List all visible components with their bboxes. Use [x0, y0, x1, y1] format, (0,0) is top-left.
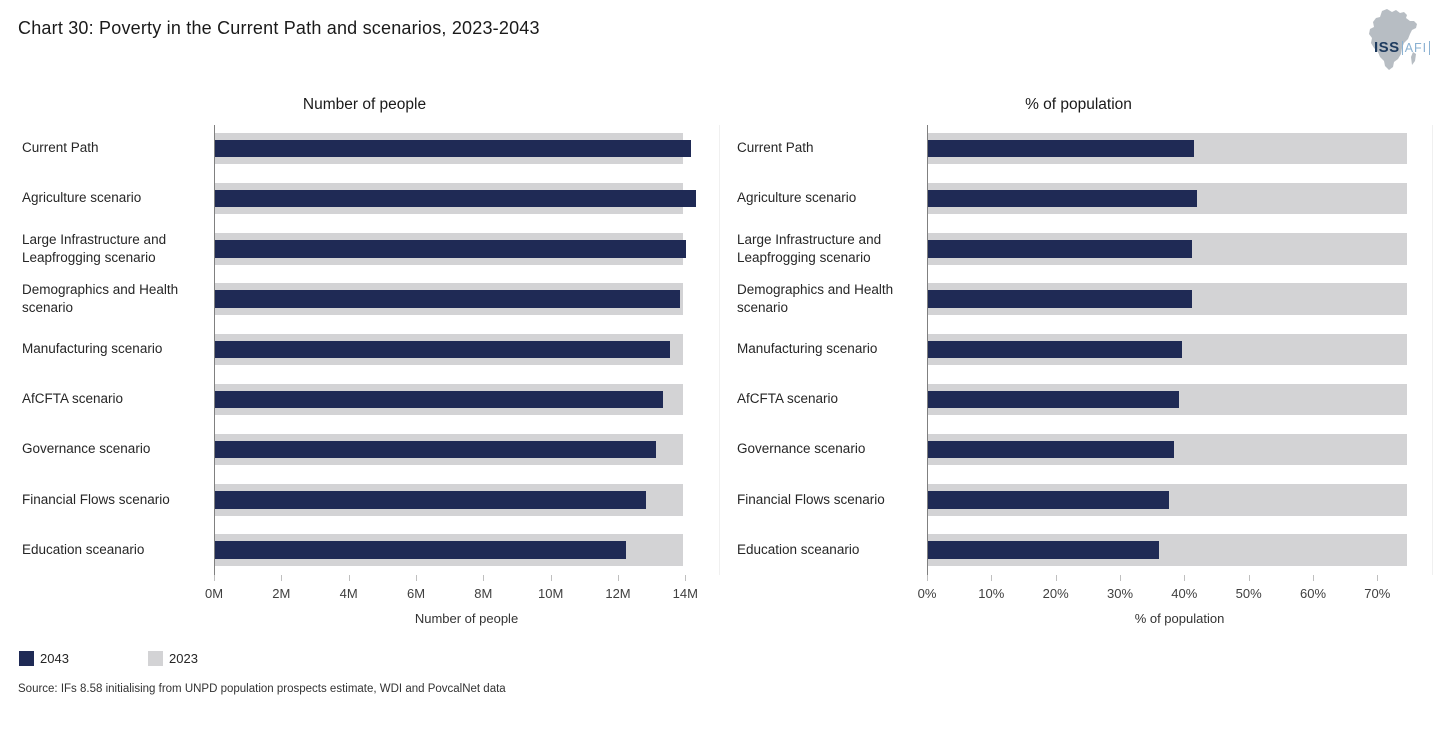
category-label: Demographics and Health scenario	[22, 281, 179, 315]
legend-item-2043: 2043	[19, 651, 69, 666]
tick-label: 0M	[204, 586, 224, 601]
left-axis-title: Number of people	[414, 611, 519, 626]
bar-2043	[928, 440, 1174, 459]
legend-label-2043: 2043	[40, 651, 69, 666]
bar-2043	[215, 390, 663, 409]
tick-label: 12M	[605, 586, 631, 601]
plot-right-border	[1432, 125, 1433, 575]
category-label: Large Infrastructure and Leapfrogging sc…	[737, 231, 882, 265]
tick-label: 8M	[474, 586, 493, 601]
category-label: Financial Flows scenario	[22, 491, 170, 507]
axis-tick	[416, 575, 417, 581]
axis-tick	[214, 575, 215, 581]
right-panel-title: % of population	[1025, 96, 1132, 113]
bar-2043	[215, 240, 687, 258]
axis-tick	[1248, 575, 1250, 581]
y-axis-line	[927, 125, 928, 581]
legend-label-2023: 2023	[169, 651, 198, 666]
category-label: Demographics and Health scenario	[737, 281, 894, 315]
logo-text: ISS AFI	[1374, 39, 1432, 56]
tick-label: 20%	[1042, 586, 1069, 601]
tick-label: 70%	[1364, 586, 1391, 601]
axis-tick	[927, 575, 928, 581]
left-panel-title: Number of people	[302, 96, 427, 113]
axis-tick	[1055, 575, 1057, 581]
tick-label: 4M	[339, 586, 358, 601]
plot-right-border	[719, 125, 720, 575]
tick-label: 10%	[978, 586, 1005, 601]
bar-2043	[928, 340, 1183, 358]
logo-divider	[1429, 40, 1431, 55]
source-text: Source: IFs 8.58 initialising from UNPD …	[18, 683, 506, 695]
iss-afi-logo: ISS AFI	[1352, 6, 1440, 72]
africa-map-icon	[1369, 9, 1417, 70]
axis-tick	[1184, 575, 1186, 581]
category-label: Education sceanario	[737, 541, 860, 557]
category-label: AfCFTA scenario	[737, 391, 839, 407]
axis-tick	[281, 575, 283, 581]
logo-divider	[1401, 40, 1403, 55]
category-label: Financial Flows scenario	[737, 491, 885, 507]
bar-2043	[928, 390, 1179, 409]
bar-2043	[215, 491, 646, 509]
category-label: Large Infrastructure and Leapfrogging sc…	[22, 231, 167, 265]
bar-2043	[928, 491, 1170, 509]
category-label: Education sceanario	[22, 541, 145, 557]
tick-label: 6M	[406, 586, 426, 601]
bar-2043	[215, 340, 670, 358]
bar-2043	[928, 290, 1192, 308]
tick-label: 14M	[672, 586, 698, 601]
bar-2043	[928, 189, 1197, 208]
logo-afi-label: AFI	[1404, 40, 1428, 55]
tick-label: 30%	[1106, 586, 1134, 601]
axis-tick	[550, 575, 552, 581]
bar-2043	[215, 541, 626, 559]
axis-tick	[348, 575, 350, 581]
tick-label: 40%	[1171, 586, 1198, 601]
bar-2043	[215, 440, 656, 459]
tick-label: 2M	[272, 586, 291, 601]
bar-2043	[215, 139, 692, 158]
tick-label: 50%	[1235, 586, 1262, 601]
category-label: Governance scenario	[737, 441, 866, 457]
category-label: Manufacturing scenario	[22, 341, 163, 356]
legend-item-2023: 2023	[148, 651, 198, 666]
axis-tick	[483, 575, 485, 581]
bar-2043	[928, 541, 1159, 559]
bar-2043	[215, 290, 680, 308]
axis-tick	[1377, 575, 1379, 581]
bar-2043	[928, 139, 1194, 158]
bar-2043	[928, 240, 1192, 258]
axis-tick	[685, 575, 687, 581]
tick-label: 0%	[917, 586, 937, 601]
axis-tick	[1120, 575, 1121, 581]
y-axis-line	[214, 125, 215, 581]
tick-label: 10M	[538, 586, 564, 601]
chart-title: Chart 30: Poverty in the Current Path an…	[18, 18, 540, 38]
category-label: Current Path	[22, 140, 99, 156]
legend-swatch-2023	[148, 651, 163, 666]
tick-label: 60%	[1299, 586, 1327, 601]
legend-swatch-2043	[19, 651, 34, 666]
category-label: Agriculture scenario	[22, 190, 142, 206]
category-label: Current Path	[737, 140, 814, 156]
right-axis-title: % of population	[1134, 611, 1225, 626]
axis-tick	[618, 575, 619, 581]
axis-tick	[1313, 575, 1314, 581]
category-label: Manufacturing scenario	[737, 341, 878, 356]
axis-tick	[991, 575, 993, 581]
category-label: AfCFTA scenario	[22, 391, 124, 407]
category-label: Agriculture scenario	[737, 190, 857, 206]
category-label: Governance scenario	[22, 441, 151, 457]
logo-iss-label: ISS	[1374, 39, 1400, 56]
bar-2043	[215, 189, 697, 208]
